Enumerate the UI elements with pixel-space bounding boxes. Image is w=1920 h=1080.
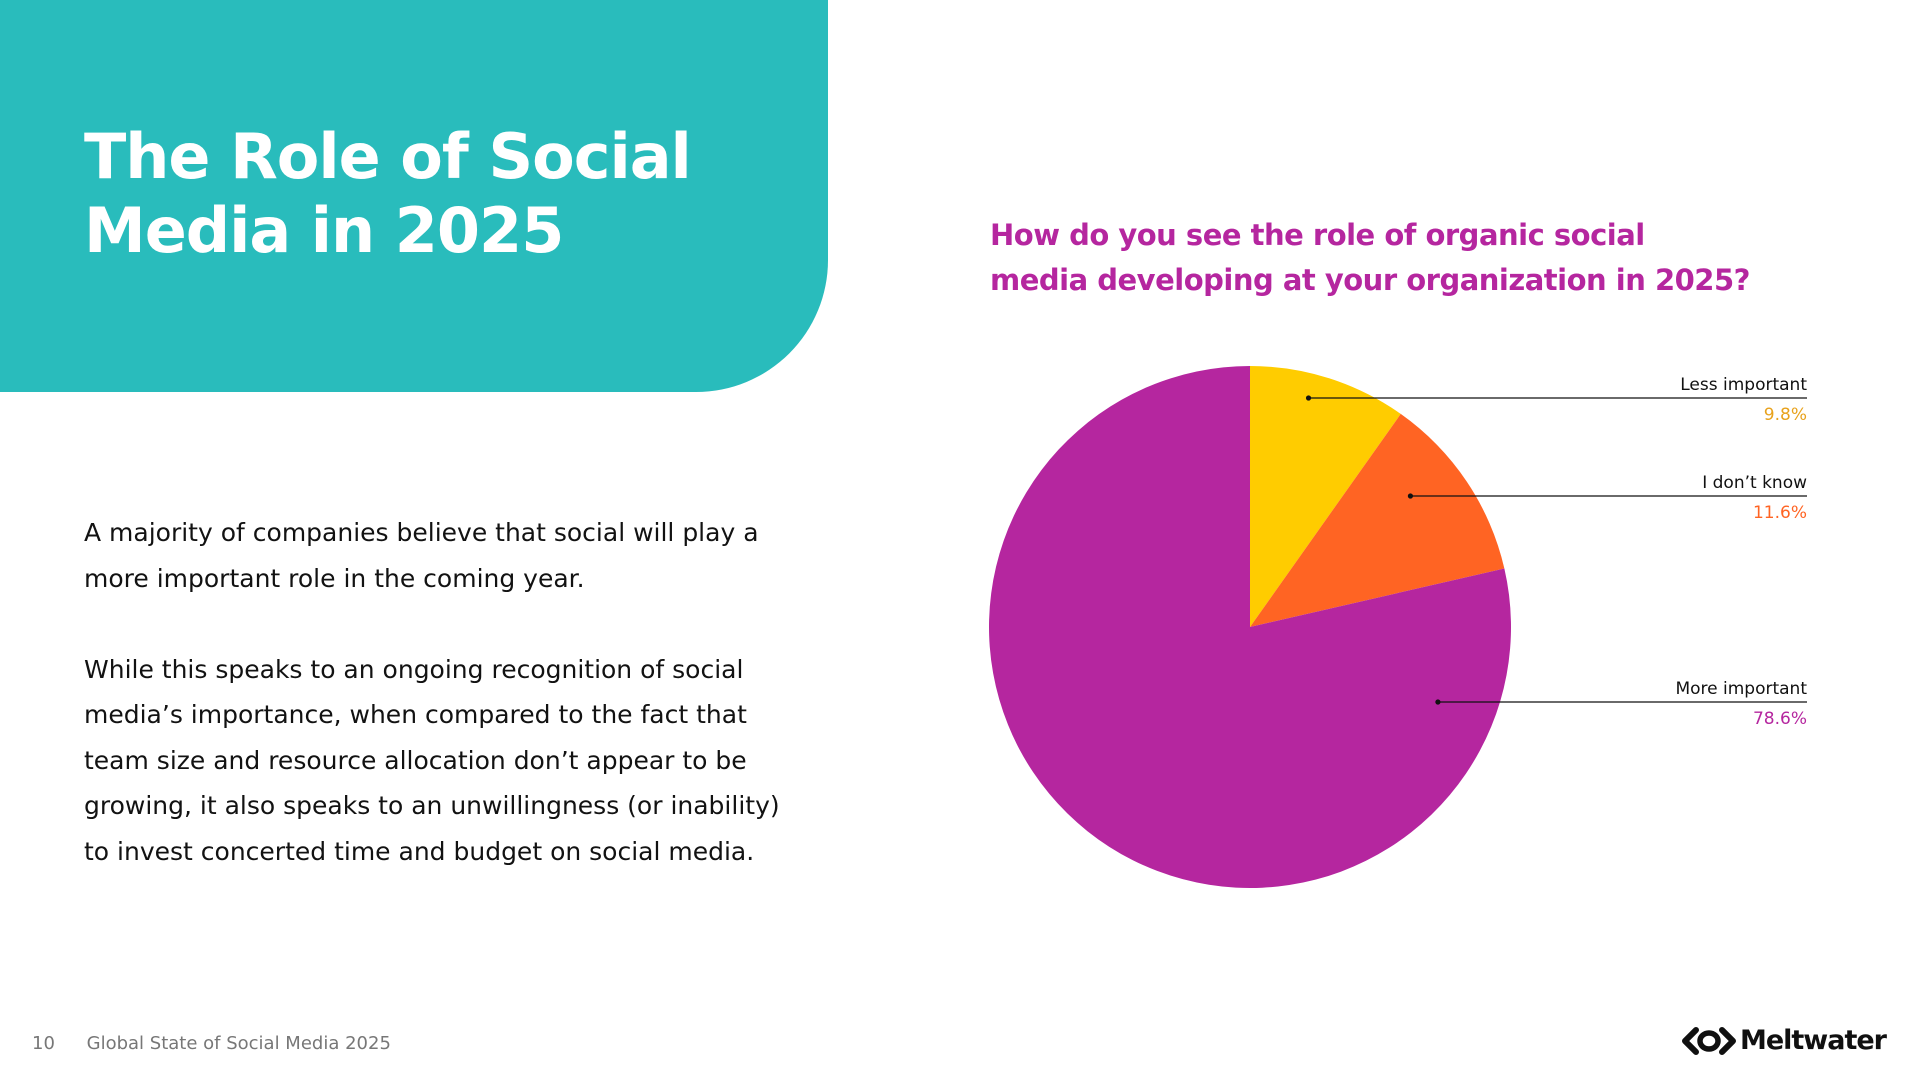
callout-dot-i-don-t-know: [1407, 493, 1414, 499]
page-title: The Role of Social Media in 2025: [84, 120, 692, 267]
chart-title: How do you see the role of organic socia…: [990, 218, 1751, 297]
slice-value-i-don-t-know: 11.6%: [1753, 503, 1807, 523]
title-banner: The Role of Social Media in 2025: [0, 0, 828, 392]
slice-value-less-important: 9.8%: [1764, 405, 1807, 425]
slice-label-more-important: More important: [1675, 679, 1807, 699]
pie-slice-i-don-t-know: [1250, 413, 1505, 627]
callout-dot-less-important: [1305, 395, 1312, 401]
page-number: 10: [32, 1033, 55, 1054]
report-title: Global State of Social Media 2025: [86, 1033, 391, 1054]
footer: 10 Global State of Social Media 2025: [32, 1033, 391, 1054]
logo-wordmark: Meltwater: [1739, 1025, 1887, 1056]
pie-slice-less-important: [1250, 366, 1401, 627]
pie-slice-more-important: [988, 366, 1512, 888]
meltwater-logo: Meltwater: [1681, 1025, 1887, 1056]
slice-label-i-don-t-know: I don’t know: [1702, 473, 1807, 493]
callout-dot-more-important: [1435, 699, 1441, 705]
meltwater-logo-icon: [1681, 1026, 1736, 1055]
body-paragraph-1: A majority of companies believe that soc…: [84, 518, 759, 593]
body-paragraph-2: While this speaks to an ongoing recognit…: [84, 654, 780, 866]
slice-label-less-important: Less important: [1680, 375, 1807, 395]
slice-value-more-important: 78.6%: [1753, 709, 1807, 729]
body-text: A majority of companies believe that soc…: [84, 510, 804, 874]
